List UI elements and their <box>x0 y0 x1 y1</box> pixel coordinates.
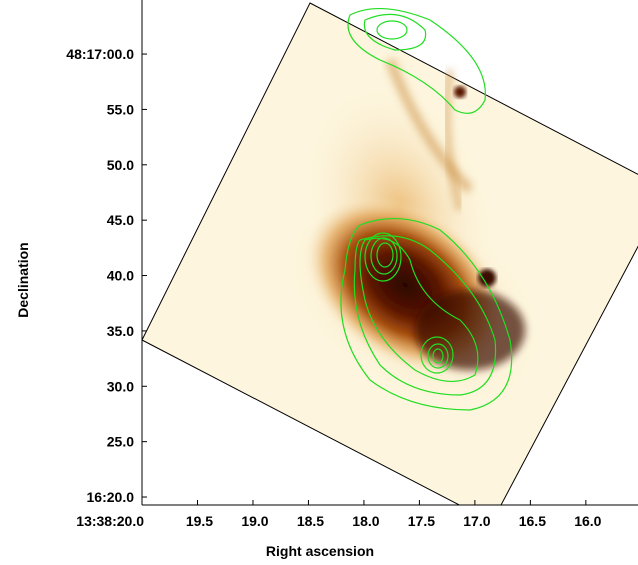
y-tick-label: 35.0 <box>107 323 134 339</box>
x-tick-label: 17.5 <box>408 513 435 529</box>
x-tick-label: 13:38:20.0 <box>76 513 144 529</box>
y-tick-label: 40.0 <box>107 268 134 284</box>
x-tick-label: 19.0 <box>241 513 268 529</box>
x-tick-label: 18.0 <box>352 513 379 529</box>
y-tick-label: 30.0 <box>107 378 134 394</box>
x-tick-label: 19.5 <box>186 513 213 529</box>
y-tick-label: 48:17:00.0 <box>66 46 134 62</box>
sky-image <box>142 2 638 505</box>
x-tick-label: 16.0 <box>574 513 601 529</box>
y-tick-label: 16:20.0 <box>87 489 135 505</box>
y-tick-label: 55.0 <box>107 101 134 117</box>
y-axis-title: Declination <box>15 242 31 317</box>
x-tick-label: 18.5 <box>297 513 324 529</box>
x-tick-label: 16.5 <box>519 513 546 529</box>
x-tick-label: 17.0 <box>463 513 490 529</box>
y-tick-label: 25.0 <box>107 434 134 450</box>
x-axis-title: Right ascension <box>266 543 374 559</box>
y-tick-label: 50.0 <box>107 157 134 173</box>
y-tick-label: 45.0 <box>107 212 134 228</box>
